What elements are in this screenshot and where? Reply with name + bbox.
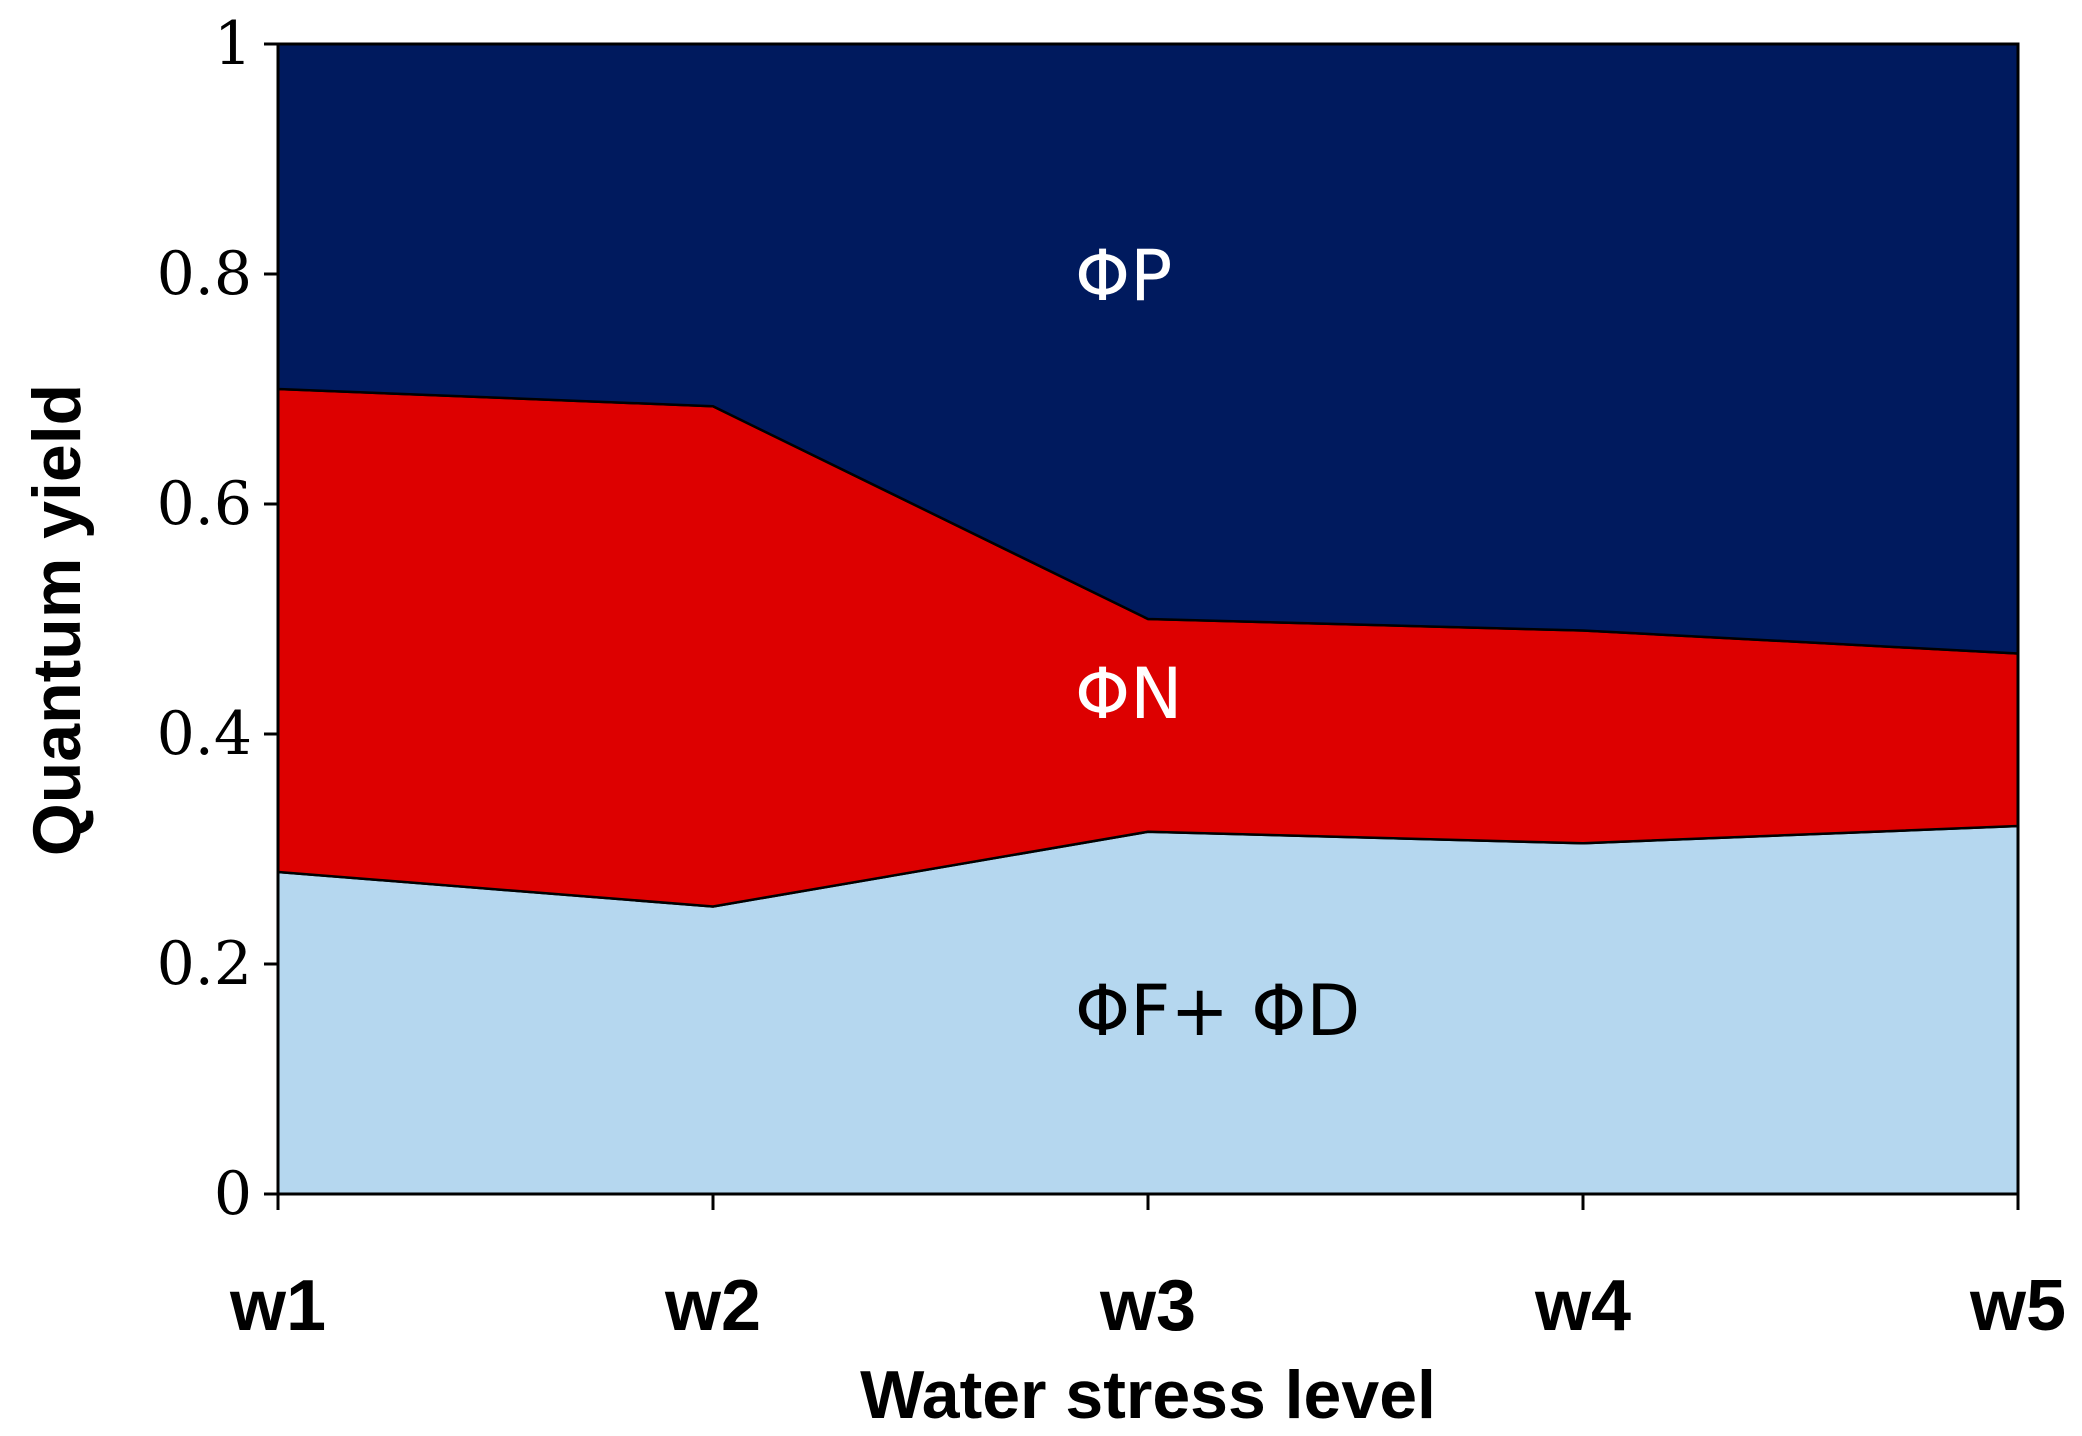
area-series-group bbox=[276, 42, 2020, 1196]
x-tick-label: w4 bbox=[1534, 1266, 1631, 1346]
y-tick-label: 0.8 bbox=[157, 239, 252, 309]
region-label-phif-phid: ΦF+ ΦD bbox=[1075, 970, 1360, 1052]
x-tick-label: w2 bbox=[664, 1266, 761, 1346]
x-tick-label: w1 bbox=[229, 1266, 326, 1346]
y-tick-label: 1 bbox=[214, 9, 252, 79]
x-tick-label: w5 bbox=[1969, 1266, 2066, 1346]
axes-group: 0 0.2 0.4 0.6 0.8 1 w1 w2 w3 w4 w5 bbox=[157, 9, 2066, 1346]
y-tick-label: 0.6 bbox=[157, 469, 252, 539]
y-axis-title: Quantum yield bbox=[19, 384, 95, 856]
region-label-group: ΦF+ ΦD ΦN ΦP bbox=[1075, 235, 1360, 1052]
x-tick-label: w3 bbox=[1099, 1266, 1196, 1346]
x-axis-title: Water stress level bbox=[860, 1357, 1436, 1433]
y-tick-label: 0.4 bbox=[157, 699, 252, 769]
region-label-phip: ΦP bbox=[1075, 235, 1172, 317]
y-tick-label: 0 bbox=[214, 1159, 252, 1229]
y-tick-label: 0.2 bbox=[157, 929, 252, 999]
region-label-phin: ΦN bbox=[1075, 653, 1182, 735]
